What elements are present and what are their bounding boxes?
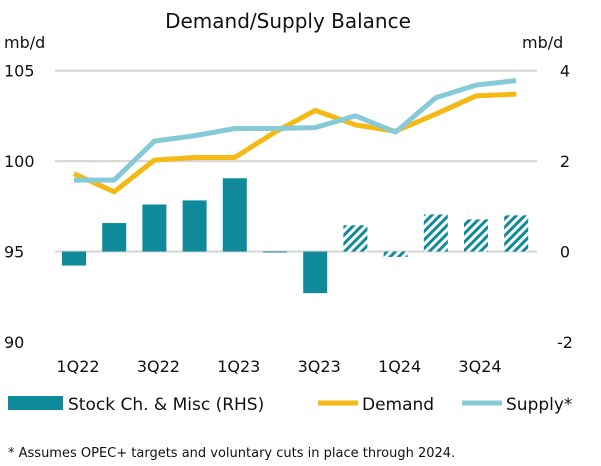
legend-swatch [8,396,63,410]
left-tick-label: 105 [4,62,35,81]
x-tick-label: 1Q23 [217,357,260,376]
x-tick-label: 1Q22 [56,357,99,376]
left-tick-label: 95 [4,243,24,262]
left-tick-label: 100 [4,152,35,171]
bar-stock-change [222,178,247,252]
right-axis-unit: mb/d [522,33,563,52]
bar-stock-change [182,200,207,252]
legend-label: Supply* [506,395,572,415]
bar-stock-change [464,219,488,252]
legend-label: Demand [362,395,434,415]
bar-stock-change [423,214,448,252]
bar-stock-change [102,223,127,252]
right-tick-label: 2 [560,152,570,171]
bar-stock-change [263,251,287,253]
x-tick-label: 1Q24 [378,357,421,376]
footnote: * Assumes OPEC+ targets and voluntary cu… [8,446,455,461]
legend-label: Stock Ch. & Misc (RHS) [68,395,264,415]
x-tick-label: 3Q23 [298,357,341,376]
left-tick-label: 90 [4,333,24,352]
bar-stock-change [343,225,368,252]
bar-stock-change [142,204,167,252]
left-axis-unit: mb/d [4,33,45,52]
right-tick-label: -2 [557,333,573,352]
right-tick-label: 0 [560,243,570,262]
chart-title: Demand/Supply Balance [165,9,411,33]
bar-stock-change [62,251,86,266]
x-tick-label: 3Q22 [137,357,180,376]
x-tick-label: 3Q24 [458,357,501,376]
bar-stock-change [504,215,529,252]
line-supply [74,78,517,183]
bar-stock-change [383,251,408,257]
line-demand [72,91,517,195]
right-tick-label: 4 [560,62,570,81]
bar-stock-change [303,251,328,294]
